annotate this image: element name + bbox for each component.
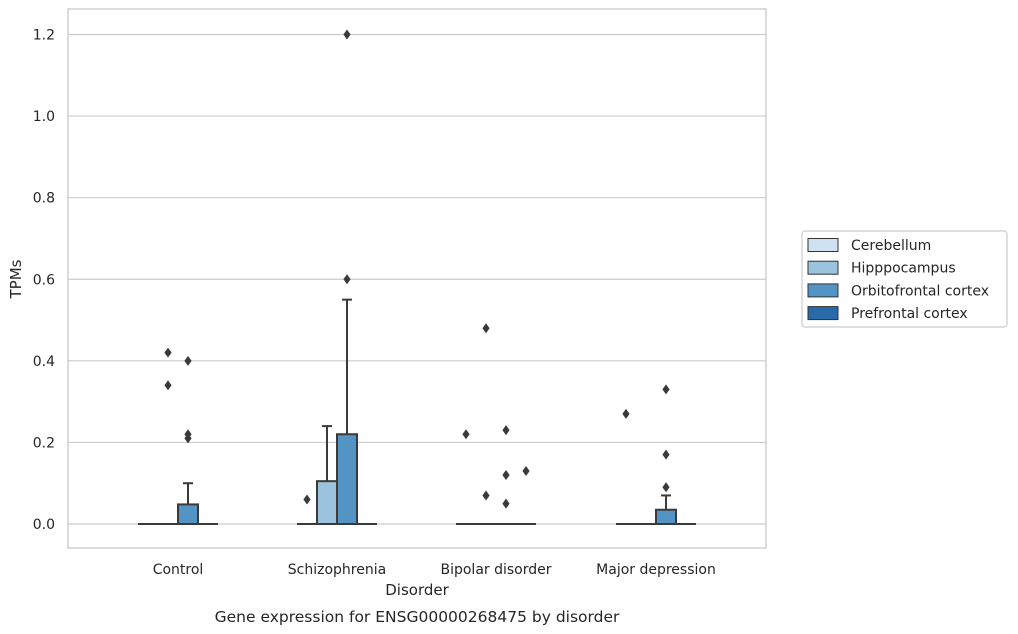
series-prefrontal-cortex: [198, 465, 696, 525]
outlier-point: [502, 498, 510, 509]
x-tick-label: Bipolar disorder: [440, 562, 551, 578]
outlier-point: [462, 429, 470, 440]
outlier-point: [303, 494, 311, 505]
legend-label: Prefrontal cortex: [851, 306, 968, 322]
legend-item[interactable]: Cerebellum: [807, 238, 931, 254]
outlier-point: [164, 347, 172, 358]
x-axis-label: Disorder: [385, 581, 449, 599]
box-body: [316, 480, 338, 526]
plot-frame: [67, 8, 767, 549]
box: [336, 29, 358, 525]
legend-item[interactable]: Prefrontal cortex: [807, 306, 968, 322]
box-body: [336, 433, 358, 525]
y-axis-label: TPMs: [7, 259, 25, 299]
x-tick-label: Control: [153, 562, 204, 578]
outlier-point: [482, 323, 490, 334]
legend-label: Orbitofrontal cortex: [851, 283, 989, 299]
outlier-point: [343, 29, 351, 40]
outlier-point: [502, 425, 510, 436]
box: [476, 323, 496, 525]
legend-item[interactable]: Orbitofrontal cortex: [807, 283, 989, 299]
x-tick-label: Major depression: [596, 562, 716, 578]
box-body: [655, 508, 677, 526]
outlier-point: [164, 380, 172, 391]
legend-item[interactable]: Hipppocampus: [807, 260, 956, 277]
y-axis-ticks: 0.0 0.2 0.4 0.6 0.8 1.0 1.2: [33, 28, 55, 534]
series-hipppocampus: [158, 323, 656, 526]
box-body: [177, 503, 199, 526]
box: [516, 465, 536, 525]
box: [316, 425, 338, 526]
legend-label: Hipppocampus: [851, 261, 956, 277]
outlier-point: [662, 482, 670, 493]
y-tick-label: 1.2: [33, 28, 55, 44]
legend[interactable]: Cerebellum Hipppocampus Orbitofrontal cort…: [801, 230, 1008, 328]
box: [158, 347, 178, 525]
box: [496, 425, 516, 525]
outlier-point: [184, 429, 192, 440]
outlier-point: [343, 274, 351, 285]
y-tick-label: 0.4: [33, 354, 55, 370]
y-tick-label: 0.6: [33, 272, 55, 288]
outlier-point: [622, 408, 630, 419]
y-tick-label: 0.2: [33, 435, 55, 451]
gridlines: [68, 33, 766, 525]
legend-swatch: [807, 283, 839, 298]
box: [177, 355, 199, 526]
legend-swatch: [807, 306, 839, 321]
x-axis-ticks: Control Schizophrenia Bipolar disorder Majo…: [153, 562, 716, 578]
legend-box: [801, 230, 1008, 328]
outlier-point: [662, 449, 670, 460]
plot-area: [138, 29, 696, 526]
outlier-point: [522, 465, 530, 476]
y-tick-label: 0.8: [33, 191, 55, 207]
legend-label: Cerebellum: [851, 238, 931, 254]
legend-swatch: [807, 238, 839, 252]
figure-caption: Gene expression for ENSG00000268475 by d…: [215, 608, 620, 626]
y-tick-label: 0.0: [33, 517, 55, 533]
x-tick-label: Schizophrenia: [288, 562, 386, 578]
outlier-point: [662, 384, 670, 395]
outlier-point: [482, 490, 490, 501]
extra-outliers: [303, 408, 630, 505]
y-tick-label: 1.0: [33, 109, 55, 125]
outlier-point: [502, 470, 510, 481]
series-orbitofrontal-cortex: [177, 29, 677, 526]
outlier-point: [184, 355, 192, 366]
legend-swatch: [807, 260, 839, 275]
box: [655, 384, 677, 526]
